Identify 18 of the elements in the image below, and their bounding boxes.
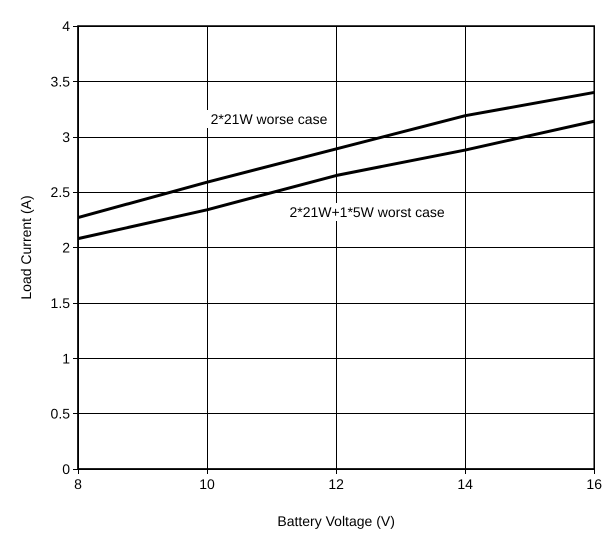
y-tick-label: 3 <box>62 128 70 145</box>
x-tick-label: 14 <box>457 476 474 492</box>
y-tick-label: 0.5 <box>50 406 70 422</box>
x-tick-label: 8 <box>74 476 82 492</box>
y-tick-label: 1 <box>62 350 70 366</box>
y-tick-label: 2.5 <box>50 184 70 200</box>
annotation: 2*21W+1*5W worst case <box>289 204 445 220</box>
x-tick-label: 16 <box>586 476 602 492</box>
y-tick-label: 1.5 <box>50 294 70 311</box>
y-axis-title: Load Current (A) <box>18 195 34 300</box>
x-tick-label: 12 <box>328 476 344 492</box>
y-tick-label: 2 <box>62 240 70 256</box>
y-tick-label: 4 <box>62 18 70 34</box>
y-tick-label: 0 <box>62 461 70 477</box>
annotation: 2*21W worse case <box>210 111 328 128</box>
x-tick-label: 10 <box>199 476 216 492</box>
x-axis-title: Battery Voltage (V) <box>277 513 395 529</box>
y-tick-label: 3.5 <box>50 73 70 90</box>
